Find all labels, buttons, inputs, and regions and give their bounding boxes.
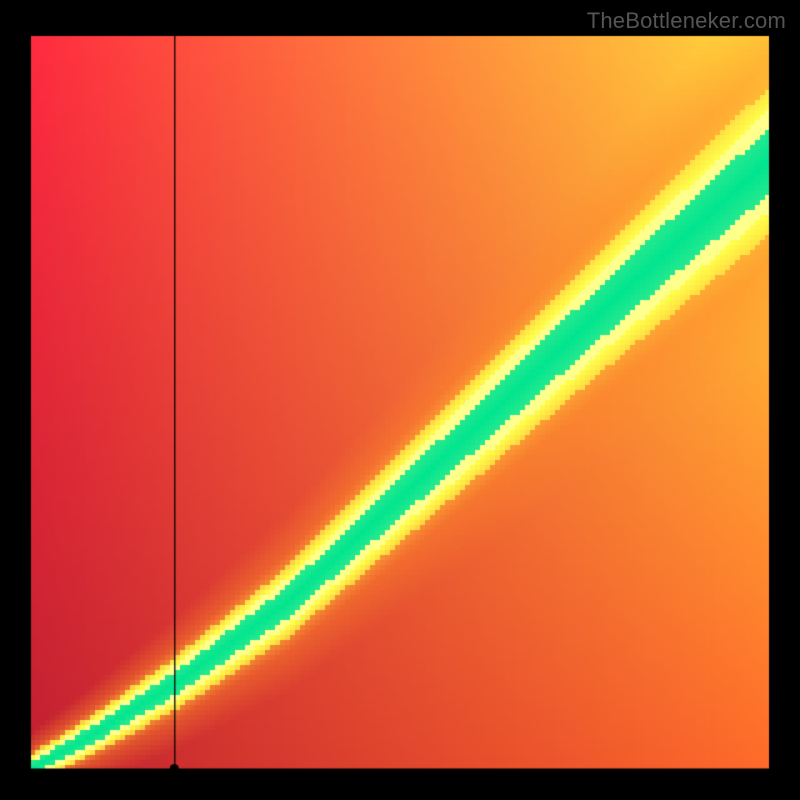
overlay-canvas (0, 0, 800, 800)
attribution-text: TheBottleneker.com (587, 8, 786, 34)
chart-stage: TheBottleneker.com (0, 0, 800, 800)
